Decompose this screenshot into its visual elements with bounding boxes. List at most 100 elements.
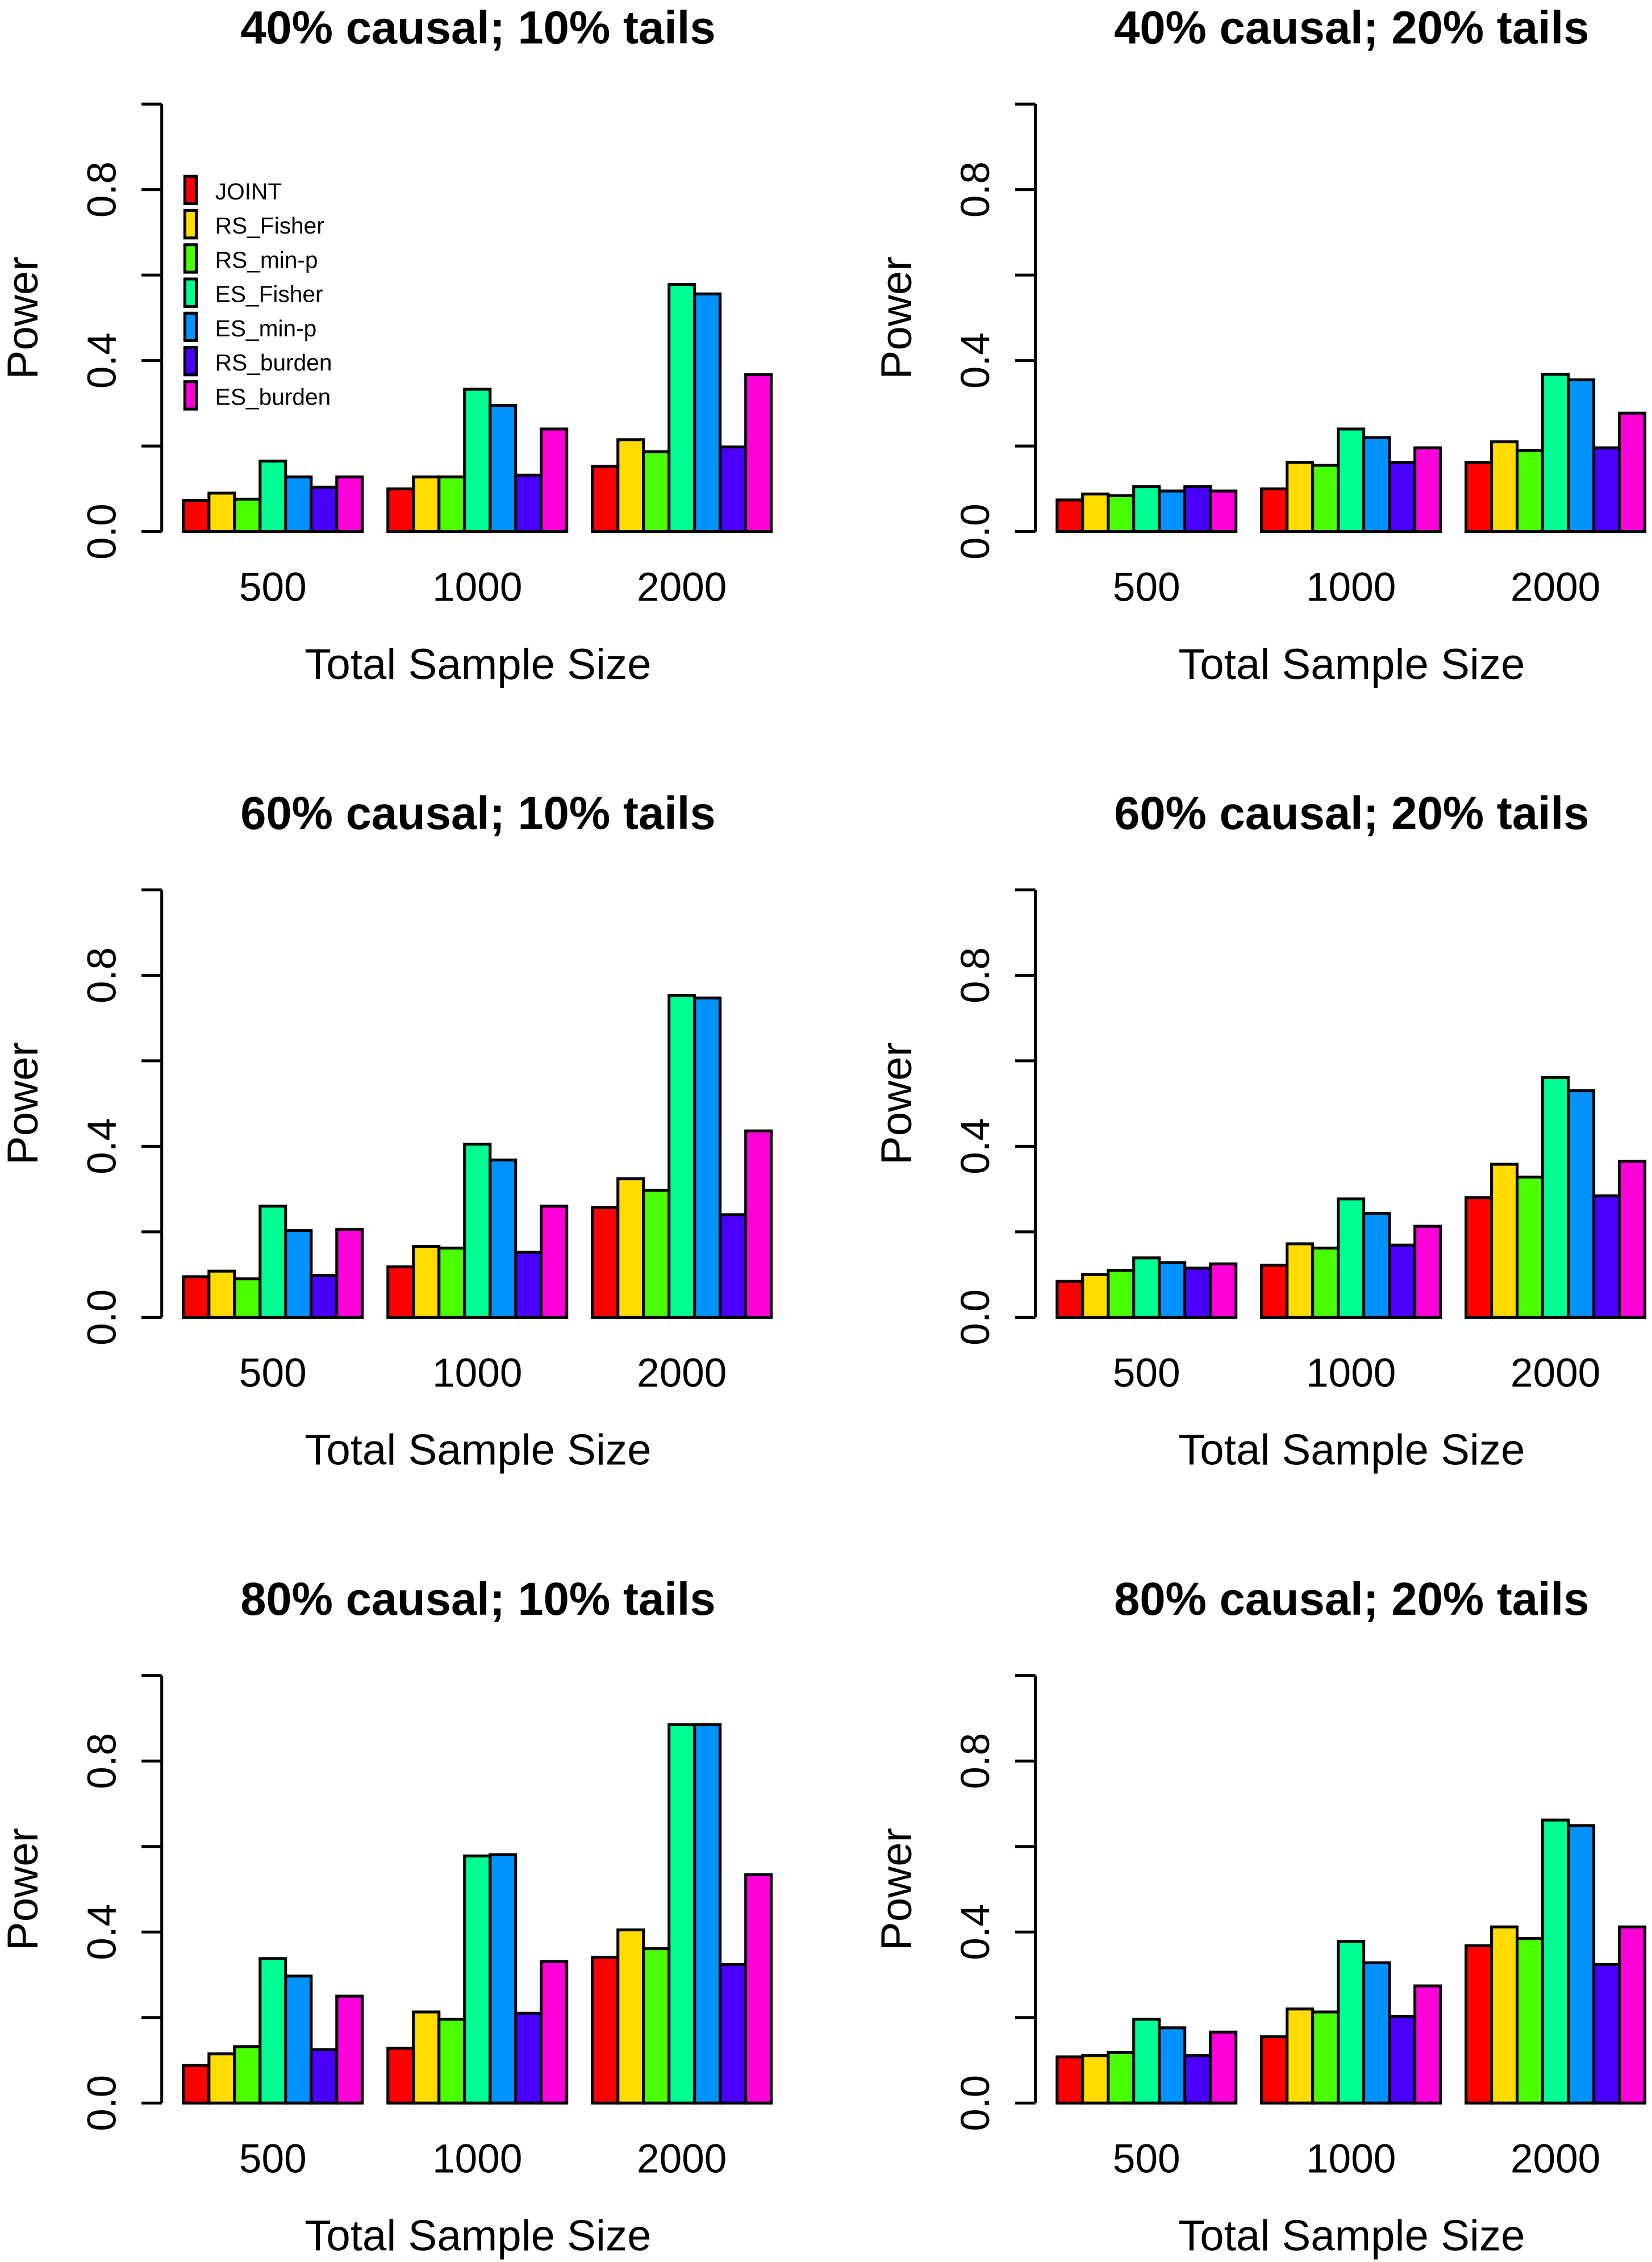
bar-RS_Fisher-2000	[1490, 440, 1519, 534]
x-tick-label: 1000	[1306, 565, 1396, 610]
y-axis-label: Power	[873, 256, 921, 379]
bar-ES_burden-2000	[744, 373, 773, 534]
bar-JOINT-2000	[591, 1206, 620, 1319]
bar-RS_Fisher-1000	[1286, 2007, 1315, 2105]
bar-RS_Fisher-2000	[616, 438, 645, 534]
bar-ES_burden-1000	[540, 1205, 569, 1319]
bar-RS_burden-500	[310, 485, 339, 534]
bar-ES_min-p-500	[284, 1229, 313, 1319]
x-tick-label: 500	[239, 1351, 307, 1395]
bar-JOINT-2000	[591, 1956, 620, 2105]
bar-RS_Fisher-500	[1081, 492, 1110, 534]
bar-RS_Fisher-2000	[616, 1177, 645, 1319]
bar-ES_min-p-500	[1158, 489, 1187, 534]
bar-ES_min-p-2000	[1567, 378, 1596, 534]
legend-label: RS_burden	[215, 349, 332, 376]
bar-RS_min-p-500	[1107, 1269, 1136, 1319]
y-tick-label: 0.0	[953, 503, 998, 560]
bar-JOINT-500	[182, 1275, 211, 1319]
bar-ES_min-p-1000	[489, 1853, 518, 2105]
bar-RS_Fisher-500	[1081, 2054, 1110, 2105]
bar-RS_Fisher-2000	[1490, 1925, 1519, 2105]
x-tick-label: 1000	[432, 565, 522, 610]
legend-label: RS_Fisher	[215, 213, 324, 239]
y-tick-label: 0.0	[80, 503, 124, 560]
bar-RS_burden-2000	[719, 1963, 748, 2105]
y-tick-label: 0.0	[953, 1289, 998, 1345]
bar-RS_Fisher-1000	[412, 1244, 441, 1319]
y-tick-label: 0.8	[953, 161, 998, 218]
y-tick-label: 0.4	[953, 332, 998, 389]
bar-RS_min-p-2000	[642, 1189, 671, 1319]
bar-JOINT-2000	[1465, 1196, 1494, 1319]
bar-ES_Fisher-500	[258, 459, 287, 534]
bar-JOINT-2000	[1465, 461, 1494, 534]
bar-ES_burden-500	[335, 1227, 364, 1319]
bar-ES_burden-500	[1209, 489, 1238, 534]
bar-ES_burden-1000	[1413, 446, 1442, 534]
bar-ES_burden-2000	[744, 1873, 773, 2105]
y-axis-label: Power	[873, 1042, 921, 1165]
bar-ES_Fisher-500	[1132, 1256, 1161, 1319]
y-tick-label: 0.0	[80, 1289, 124, 1345]
bar-RS_burden-500	[1183, 485, 1212, 534]
bar-JOINT-500	[1056, 498, 1084, 534]
x-axis-label: Total Sample Size	[304, 1426, 651, 1474]
bar-RS_burden-2000	[719, 1213, 748, 1319]
x-tick-label: 1000	[1306, 2136, 1396, 2181]
bar-RS_Fisher-500	[1081, 1273, 1110, 1319]
bar-RS_min-p-2000	[642, 450, 671, 534]
bar-ES_burden-2000	[1618, 1925, 1647, 2105]
panel-title: 40% causal; 10% tails	[240, 2, 715, 53]
bar-ES_min-p-1000	[1362, 1212, 1391, 1319]
panel-4: 60% causal; 20% tails 0.0 0.4 0.8 Power 500 10…	[873, 788, 1647, 1474]
bar-JOINT-1000	[1260, 2035, 1289, 2105]
y-tick-label: 0.8	[80, 1733, 124, 1789]
bar-ES_min-p-1000	[489, 404, 518, 534]
bar-ES_burden-2000	[1618, 411, 1647, 534]
bar-RS_min-p-500	[233, 2045, 262, 2105]
bar-RS_Fisher-1000	[1286, 1242, 1315, 1319]
bar-ES_burden-500	[335, 1994, 364, 2105]
bar-ES_burden-2000	[1618, 1160, 1647, 1319]
legend-swatch	[183, 243, 198, 274]
legend-label: ES_Fisher	[215, 281, 323, 307]
bar-JOINT-1000	[1260, 1264, 1289, 1319]
bar-RS_burden-2000	[1592, 1194, 1621, 1319]
bar-RS_min-p-2000	[1516, 1176, 1545, 1319]
legend-swatch	[183, 174, 198, 206]
bar-ES_Fisher-1000	[1337, 1197, 1366, 1319]
bar-RS_burden-1000	[1388, 2014, 1417, 2105]
bar-RS_Fisher-500	[207, 491, 236, 534]
bar-RS_min-p-2000	[642, 1947, 671, 2105]
y-axis-label: Power	[873, 1828, 921, 1951]
panel-3: 60% causal; 10% tails 0.0 0.4 0.8 Power 500 10…	[0, 788, 773, 1474]
bar-RS_min-p-2000	[1516, 1937, 1545, 2105]
x-tick-label: 2000	[1511, 565, 1600, 610]
x-tick-label: 500	[1113, 1351, 1180, 1395]
x-tick-label: 1000	[432, 1351, 522, 1395]
bar-RS_burden-500	[1183, 2054, 1212, 2105]
x-tick-label: 1000	[432, 2136, 522, 2181]
y-tick-label: 0.8	[80, 947, 124, 1003]
bar-RS_min-p-1000	[1311, 2010, 1340, 2105]
y-tick-label: 0.4	[953, 1904, 998, 1960]
bar-RS_burden-2000	[1592, 1963, 1621, 2105]
legend-label: ES_min-p	[215, 315, 317, 341]
panel-title: 60% causal; 20% tails	[1114, 788, 1589, 839]
legend: JOINT RS_Fisher RS_min-p ES_Fisher ES_min-p R…	[183, 174, 332, 411]
bar-ES_min-p-2000	[693, 996, 722, 1319]
panel-5: 80% causal; 10% tails 0.0 0.4 0.8 Power 500 10…	[0, 1573, 773, 2260]
bar-RS_min-p-1000	[1311, 464, 1340, 534]
bar-ES_burden-1000	[1413, 1984, 1442, 2105]
x-tick-label: 500	[1113, 565, 1180, 610]
bar-JOINT-1000	[1260, 487, 1289, 534]
bar-ES_Fisher-2000	[668, 283, 696, 534]
bar-JOINT-2000	[1465, 1944, 1494, 2105]
panel-title: 40% causal; 20% tails	[1114, 2, 1589, 53]
bar-RS_burden-1000	[514, 473, 543, 534]
bar-RS_burden-1000	[514, 1251, 543, 1319]
y-tick-label: 0.4	[80, 1118, 124, 1174]
bar-RS_min-p-500	[233, 1277, 262, 1319]
